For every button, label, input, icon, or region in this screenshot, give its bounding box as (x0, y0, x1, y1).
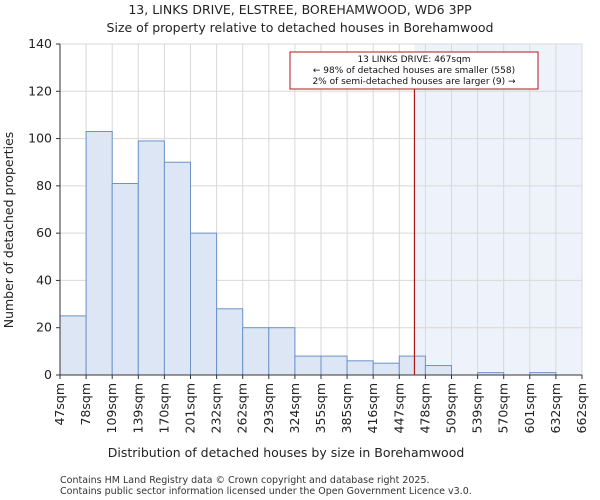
bars-layer (59, 130, 557, 376)
x-tick-label: 78sqm (78, 383, 93, 426)
y-tick-label: 40 (36, 272, 52, 287)
bar-355sqm (320, 355, 348, 376)
x-tick-label: 324sqm (287, 383, 302, 433)
x-tick-label: 416sqm (365, 383, 380, 433)
footer-line-1: Contains HM Land Registry data © Crown c… (60, 475, 430, 486)
bar-78sqm (85, 130, 113, 376)
bar-170sqm (163, 161, 191, 376)
bar-201sqm (190, 232, 218, 376)
x-tick-label: 139sqm (130, 383, 145, 433)
bar-232sqm (216, 308, 244, 376)
annotation-frame (289, 51, 539, 90)
x-tick-label: 570sqm (496, 383, 511, 433)
y-tick-label: 80 (36, 178, 52, 193)
y-tick-label: 100 (28, 131, 52, 146)
x-tick-label: 385sqm (339, 383, 354, 433)
chart-title: 13, LINKS DRIVE, ELSTREE, BOREHAMWOOD, W… (128, 2, 472, 17)
x-tick-label: 601sqm (522, 383, 537, 433)
bar-139sqm (137, 140, 165, 376)
x-tick-label: 447sqm (391, 383, 406, 433)
x-tick-label: 47sqm (52, 383, 67, 426)
annotation-box: 13 LINKS DRIVE: 467sqm ← 98% of detached… (289, 51, 539, 90)
y-tick-label: 60 (36, 225, 52, 240)
bar-324sqm (294, 355, 322, 376)
chart-subtitle: Size of property relative to detached ho… (107, 20, 494, 35)
x-tick-labels: 47sqm 78sqm 109sqm 139sqm 170sqm 201sqm 232sqm… (52, 383, 589, 433)
bar-447sqm (398, 355, 426, 376)
x-tick-label: 539sqm (470, 383, 485, 433)
x-tick-label: 262sqm (235, 383, 250, 433)
x-tick-label: 662sqm (574, 383, 589, 433)
y-tick-label: 120 (28, 83, 52, 98)
x-tick-label: 632sqm (548, 383, 563, 433)
annotation-line-1: 13 LINKS DRIVE: 467sqm (357, 55, 470, 65)
annotation-line-3: 2% of semi-detached houses are larger (9… (312, 77, 516, 87)
x-tick-label: 170sqm (156, 383, 171, 433)
bar-478sqm (424, 365, 452, 376)
bar-262sqm (242, 327, 270, 376)
x-tick-label: 109sqm (104, 383, 119, 433)
bar-385sqm (346, 360, 374, 376)
bar-293sqm (268, 327, 296, 376)
bar-109sqm (111, 182, 139, 376)
x-tick-label: 293sqm (261, 383, 276, 433)
highlight-layer (414, 44, 582, 375)
footer-line-2: Contains public sector information licen… (60, 486, 472, 497)
bar-47sqm (59, 315, 87, 376)
x-tick-label: 478sqm (417, 383, 432, 433)
larger-region-shade (414, 44, 582, 375)
x-tick-label: 201sqm (183, 383, 198, 433)
y-tick-label: 0 (44, 367, 52, 382)
x-tick-label: 232sqm (209, 383, 224, 433)
bar-416sqm (372, 362, 400, 376)
y-axis-label: Number of detached properties (1, 132, 16, 329)
y-tick-labels: 0 20 40 60 80 100 120 140 (28, 36, 52, 382)
x-axis-label: Distribution of detached houses by size … (108, 445, 465, 460)
annotation-line-2: ← 98% of detached houses are smaller (55… (313, 66, 515, 76)
axes-layer (56, 43, 583, 379)
y-tick-label: 20 (36, 320, 52, 335)
x-tick-label: 509sqm (444, 383, 459, 433)
x-tick-label: 355sqm (313, 383, 328, 433)
y-tick-label: 140 (28, 36, 52, 51)
